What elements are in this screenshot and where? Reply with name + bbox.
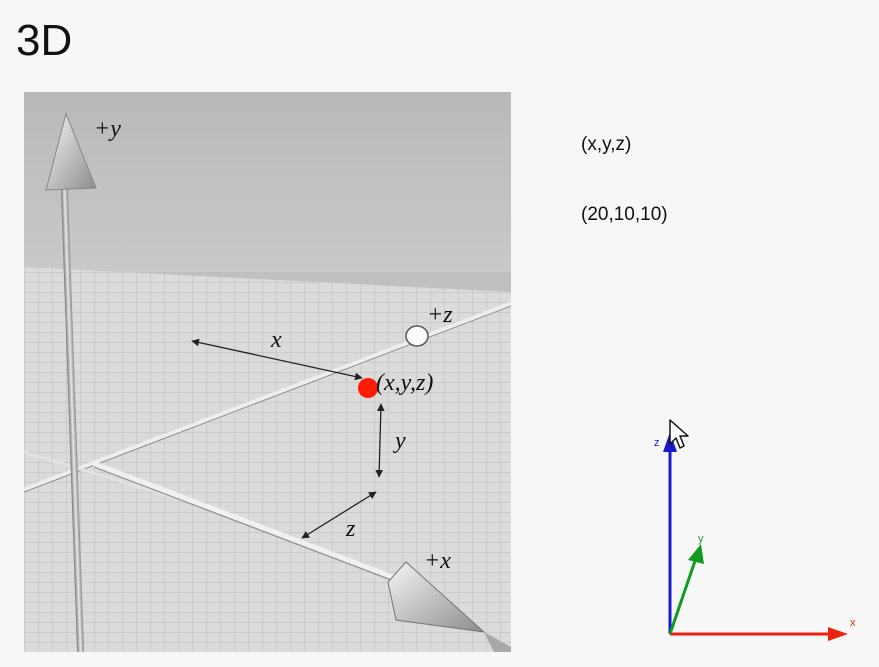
z-distance-label: z	[345, 516, 356, 542]
y-distance-label: y	[393, 428, 406, 454]
plus-y-label: +y	[94, 116, 121, 142]
gizmo-z-label: z	[654, 437, 660, 449]
z-distance-arrow	[301, 491, 377, 539]
coordinate-format-text: (x,y,z)	[581, 134, 632, 155]
x-distance-arrow	[191, 338, 363, 381]
plus-z-label: +z	[427, 302, 453, 328]
gizmo-x-arrowhead	[828, 627, 848, 641]
sky-background	[24, 92, 511, 272]
plus-z-knob	[405, 325, 429, 347]
y-distance-arrow	[375, 403, 385, 478]
y-axis-rod	[60, 181, 85, 652]
gizmo-y-arrowhead	[688, 544, 704, 564]
x-axis-rod	[92, 461, 396, 581]
point-marker	[358, 378, 378, 398]
plus-y-cone	[45, 112, 97, 191]
mouse-cursor-icon	[668, 418, 690, 452]
point-label: (x,y,z)	[376, 370, 433, 396]
coordinate-value-text: (20,10,10)	[581, 204, 668, 225]
gizmo-y-label: y	[698, 533, 704, 545]
plus-x-label: +x	[424, 548, 451, 574]
slide-title: 3D	[16, 16, 73, 65]
x-distance-label: x	[270, 327, 282, 353]
gizmo-x-label: x	[850, 617, 856, 629]
grid-floor	[24, 267, 511, 652]
z-axis-rod	[24, 301, 511, 493]
3d-scene-illustration: +y +z +x x y z (x,y,z)	[24, 92, 511, 652]
gizmo-y-axis	[668, 557, 698, 635]
